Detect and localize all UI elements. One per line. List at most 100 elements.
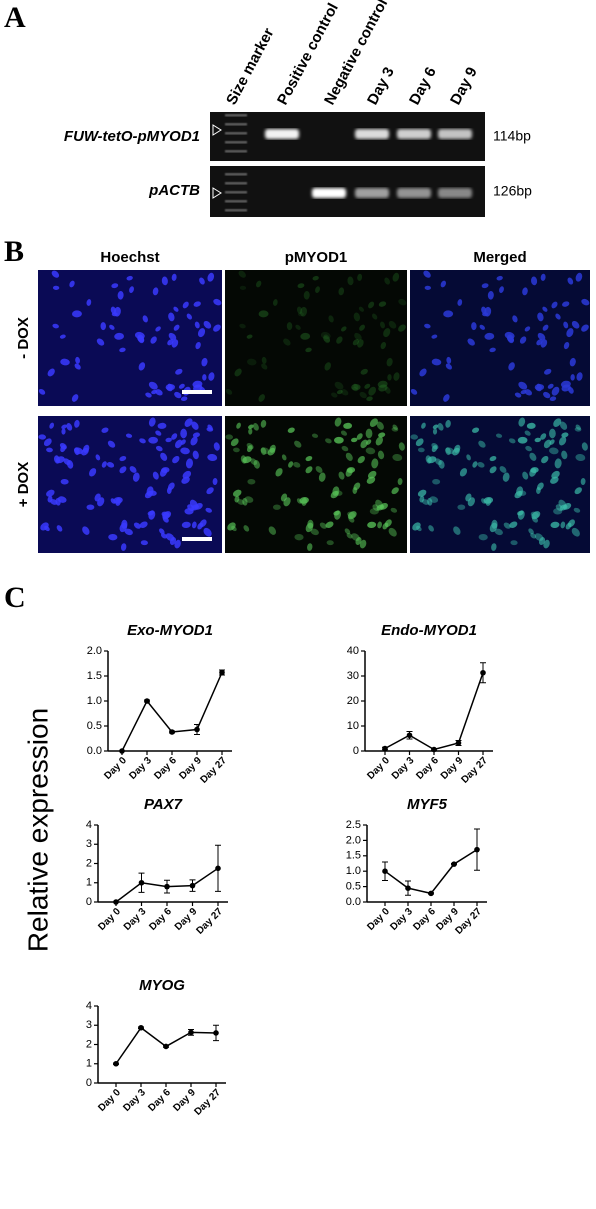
nucleus xyxy=(272,299,278,306)
nucleus xyxy=(155,326,161,332)
nucleus xyxy=(283,338,291,346)
nucleus xyxy=(320,331,331,340)
nucleus xyxy=(563,321,569,329)
y-tick-label: 20 xyxy=(347,695,359,707)
nucleus xyxy=(59,334,66,339)
data-point xyxy=(138,1024,144,1031)
nucleus xyxy=(124,528,133,536)
ladder-band xyxy=(225,200,247,203)
nucleus xyxy=(344,528,351,535)
data-point xyxy=(406,732,413,739)
nucleus xyxy=(561,432,569,438)
nucleus xyxy=(542,324,549,331)
nucleus xyxy=(499,466,507,473)
y-tick-label: 0.5 xyxy=(346,881,361,893)
nucleus xyxy=(142,315,148,323)
y-tick-label: 0 xyxy=(86,896,92,908)
nucleus xyxy=(178,383,185,389)
nucleus xyxy=(71,310,82,318)
nucleus xyxy=(571,527,580,537)
nucleus xyxy=(353,482,361,491)
nucleus xyxy=(192,380,203,388)
data-point xyxy=(119,748,125,754)
nucleus xyxy=(427,498,433,506)
nucleus xyxy=(453,526,461,535)
nucleus xyxy=(333,510,340,516)
nucleus xyxy=(574,487,582,495)
nucleus xyxy=(525,445,532,452)
nucleus xyxy=(360,368,368,375)
panel-label: B xyxy=(4,235,24,268)
y-axis-label: Relative expression xyxy=(22,708,53,952)
x-tick-label: Day 27 xyxy=(198,755,229,786)
panel-label: C xyxy=(4,581,26,614)
data-point xyxy=(215,865,221,872)
nucleus xyxy=(369,418,378,427)
micrograph xyxy=(225,270,407,406)
nucleus xyxy=(119,455,127,462)
nucleus xyxy=(372,504,380,512)
nucleus xyxy=(359,391,367,399)
nucleus xyxy=(519,336,527,344)
band-size: 114bp xyxy=(493,128,531,144)
nucleus xyxy=(240,455,247,464)
nucleus xyxy=(261,363,268,370)
nucleus xyxy=(334,417,342,427)
gel-band xyxy=(397,129,431,139)
series-line xyxy=(384,672,484,751)
nucleus xyxy=(375,436,383,446)
nucleus xyxy=(134,331,145,340)
nucleus xyxy=(457,299,463,306)
nucleus xyxy=(554,458,562,469)
nucleus xyxy=(293,461,301,468)
nucleus xyxy=(471,427,480,433)
nucleus xyxy=(438,460,445,469)
y-tick-label: 1 xyxy=(86,1058,92,1070)
nucleus xyxy=(459,468,468,477)
panel-label: A xyxy=(4,1,26,34)
nucleus xyxy=(225,434,234,440)
y-tick-label: 0 xyxy=(353,745,359,757)
nucleus xyxy=(69,280,75,288)
nucleus xyxy=(575,424,581,431)
y-tick-label: 2.5 xyxy=(346,819,361,831)
nucleus xyxy=(258,310,269,318)
nucleus xyxy=(560,380,571,388)
nucleus xyxy=(491,543,497,551)
series-line xyxy=(121,672,223,752)
nucleus xyxy=(417,447,425,453)
y-tick-label: 2 xyxy=(86,857,92,869)
ladder-band xyxy=(225,182,247,185)
nucleus xyxy=(383,328,391,338)
x-tick-label: Day 0 xyxy=(365,755,392,782)
nucleus xyxy=(180,396,188,402)
nucleus xyxy=(86,299,92,306)
data-point xyxy=(382,745,388,752)
gene-label: pACTB xyxy=(148,182,200,199)
data-point xyxy=(169,729,175,735)
nucleus xyxy=(561,450,568,460)
nucleus xyxy=(472,461,478,468)
nucleus xyxy=(466,454,471,461)
nucleus xyxy=(431,334,438,339)
nucleus xyxy=(354,332,362,341)
nucleus xyxy=(445,363,452,370)
nucleus xyxy=(495,433,503,438)
y-tick-label: 40 xyxy=(347,645,359,657)
nucleus xyxy=(233,447,240,453)
nucleus xyxy=(348,516,355,523)
nucleus xyxy=(387,374,392,381)
nucleus xyxy=(227,522,236,531)
nucleus xyxy=(303,290,310,300)
x-tick-label: Day 0 xyxy=(96,1087,123,1114)
nucleus xyxy=(213,298,222,306)
nucleus xyxy=(318,472,326,482)
nucleus xyxy=(89,468,97,477)
nucleus xyxy=(388,527,397,537)
nucleus xyxy=(524,326,531,332)
nucleus xyxy=(424,323,431,329)
x-tick-label: Day 27 xyxy=(459,755,490,786)
nucleus xyxy=(356,433,363,440)
nucleus xyxy=(182,470,192,479)
nucleus xyxy=(120,543,127,551)
